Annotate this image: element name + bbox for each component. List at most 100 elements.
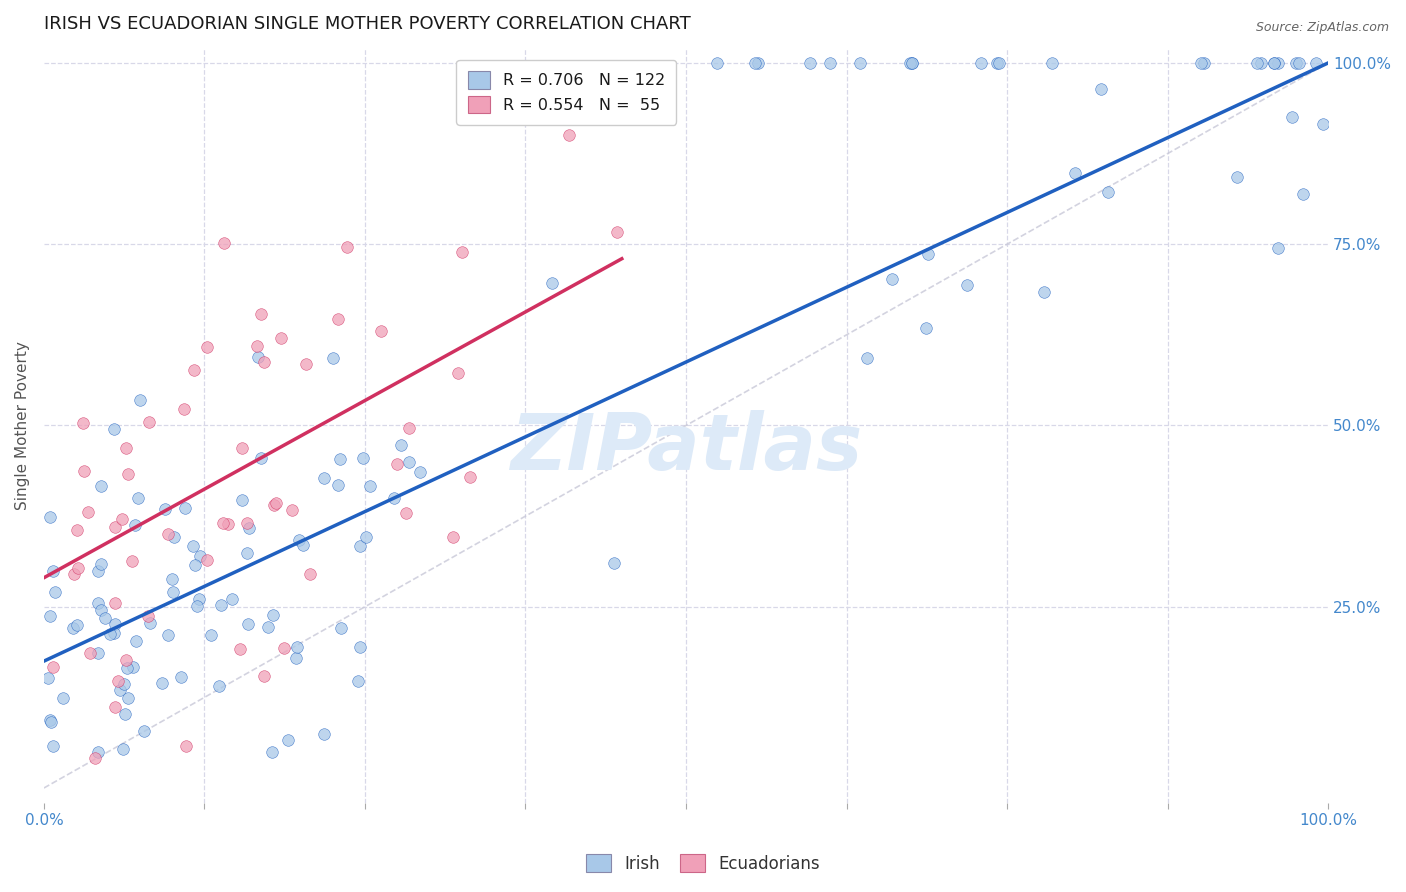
Point (156, 628, 179, 642)
Point (52, 690, 75, 705)
Point (62, 566, 84, 581)
Point (87, 564, 110, 578)
Point (256, 620, 278, 634)
Point (125, 634, 148, 648)
Point (173, 402, 195, 417)
Point (39, 715, 62, 730)
Point (153, 501, 176, 516)
Point (200, 627, 222, 641)
Point (322, 351, 344, 366)
Point (349, 640, 371, 654)
Point (238, 521, 260, 535)
Point (217, 517, 239, 532)
Point (117, 467, 139, 482)
Point (1305, 56, 1327, 70)
Point (606, 225, 628, 239)
Point (112, 741, 135, 756)
Point (39, 608, 62, 623)
Point (90, 603, 112, 617)
Point (1312, 117, 1334, 131)
Point (90, 557, 112, 571)
Point (603, 556, 626, 570)
Point (389, 438, 412, 452)
Point (77, 505, 100, 519)
Point (66, 524, 89, 538)
Point (252, 668, 274, 682)
Point (1263, 56, 1285, 70)
Point (263, 498, 285, 512)
Point (108, 682, 131, 697)
Point (284, 650, 307, 665)
Point (114, 653, 136, 667)
Point (87, 646, 110, 660)
Point (114, 706, 136, 721)
Point (157, 526, 180, 541)
Point (183, 363, 205, 377)
Point (209, 598, 232, 612)
Point (186, 599, 208, 613)
Point (121, 554, 143, 568)
Point (1097, 185, 1119, 199)
Point (115, 661, 138, 675)
Point (1189, 56, 1212, 70)
Point (110, 511, 132, 525)
Point (347, 673, 370, 688)
Point (39, 510, 62, 524)
Point (246, 350, 269, 364)
Point (1063, 166, 1085, 180)
Point (246, 339, 269, 353)
Point (231, 441, 253, 455)
Point (62, 621, 84, 635)
Point (67, 561, 90, 575)
Point (236, 617, 259, 632)
Point (112, 677, 135, 691)
Point (1246, 56, 1268, 70)
Text: IRISH VS ECUADORIAN SINGLE MOTHER POVERTY CORRELATION CHART: IRISH VS ECUADORIAN SINGLE MOTHER POVERT… (44, 15, 690, 33)
Point (73, 465, 96, 479)
Point (162, 530, 184, 544)
Point (44, 585, 66, 599)
Point (956, 277, 979, 292)
Point (450, 244, 472, 259)
Point (314, 471, 336, 485)
Point (360, 479, 382, 493)
Point (231, 493, 253, 508)
Point (285, 640, 308, 654)
Point (132, 724, 155, 739)
Point (104, 596, 127, 610)
Point (187, 591, 209, 606)
Point (382, 491, 405, 505)
Point (1033, 285, 1056, 299)
Point (447, 367, 470, 381)
Point (104, 616, 127, 631)
Point (250, 307, 273, 321)
Point (250, 450, 273, 465)
Point (408, 465, 430, 479)
Point (799, 56, 821, 70)
Point (706, 56, 728, 70)
Point (398, 455, 420, 469)
Point (86, 745, 108, 759)
Point (330, 621, 353, 635)
Point (326, 311, 349, 326)
Point (174, 739, 197, 753)
Point (336, 240, 359, 254)
Point (1194, 56, 1216, 70)
Point (87, 596, 110, 610)
Point (988, 56, 1011, 70)
Point (103, 422, 125, 436)
Point (270, 331, 292, 345)
Point (221, 592, 243, 607)
Point (460, 470, 482, 484)
Point (849, 56, 872, 70)
Point (1281, 111, 1303, 125)
Point (901, 56, 924, 70)
Point (262, 608, 284, 623)
Point (1288, 56, 1310, 70)
Point (915, 321, 938, 335)
Point (277, 732, 299, 747)
Point (152, 675, 174, 690)
Point (1267, 56, 1289, 70)
Point (212, 235, 235, 250)
Point (115, 441, 138, 455)
